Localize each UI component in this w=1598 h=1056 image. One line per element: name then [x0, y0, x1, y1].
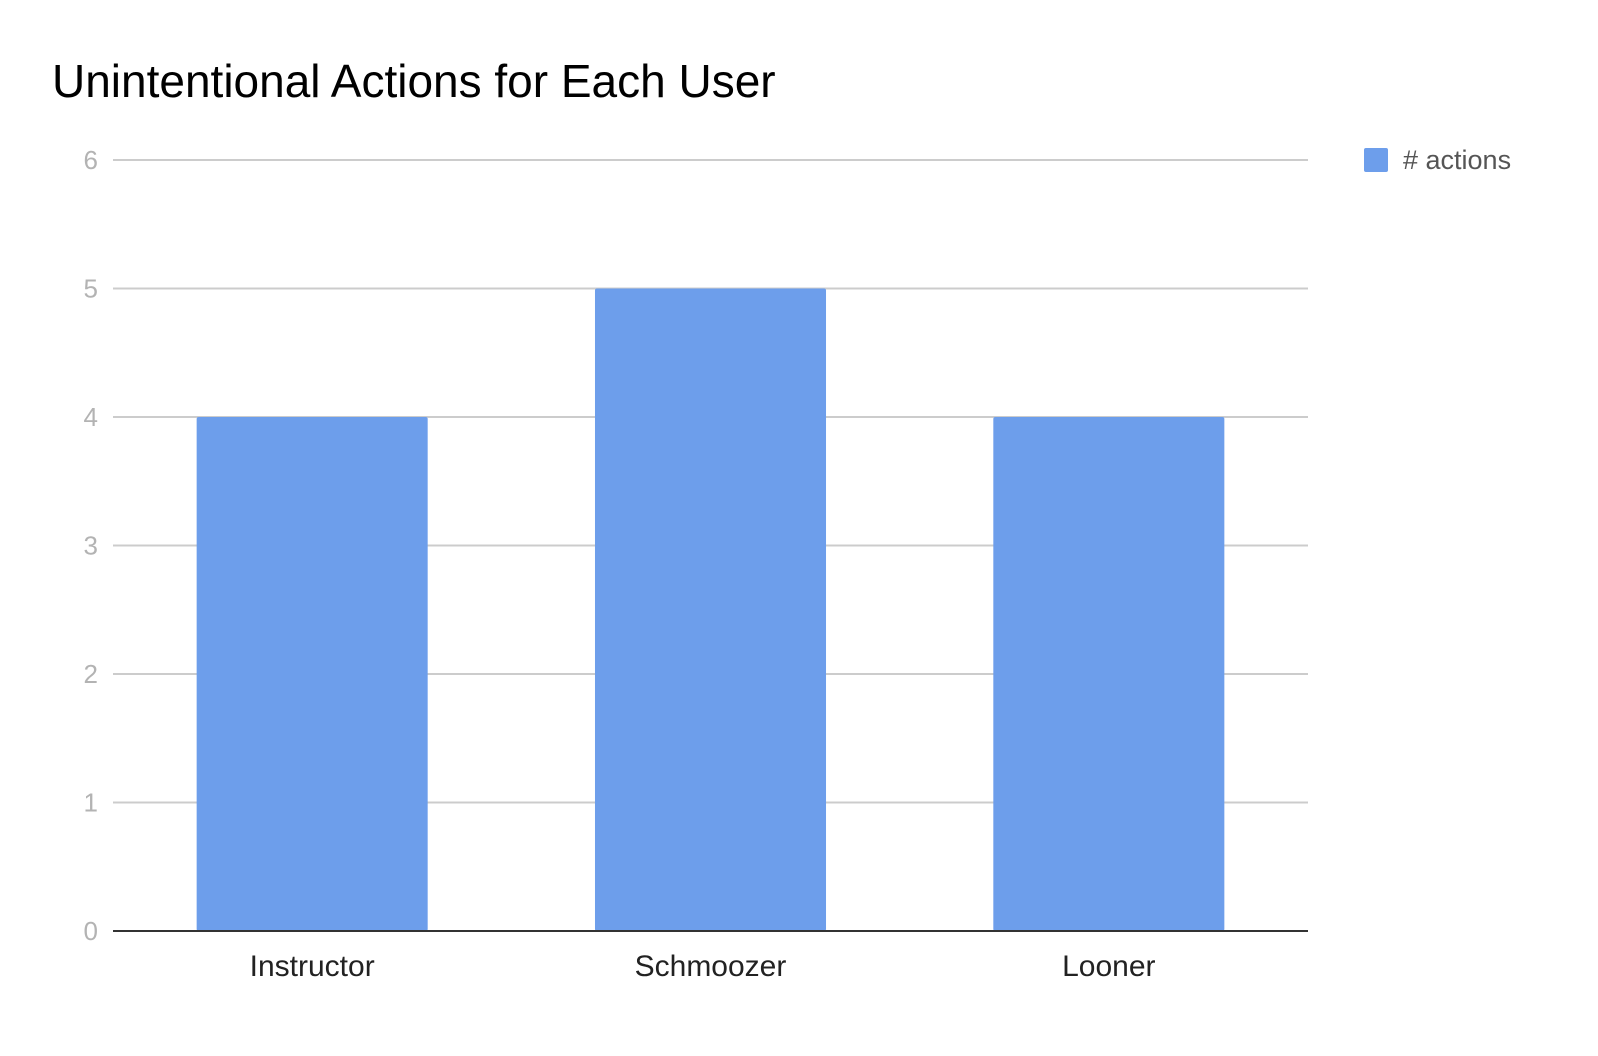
x-tick-label: Looner — [1062, 950, 1155, 983]
x-tick-label: Instructor — [250, 950, 375, 983]
legend-swatch — [1364, 148, 1388, 172]
y-tick-label: 4 — [84, 402, 98, 432]
y-tick-label: 2 — [84, 659, 98, 689]
y-tick-label: 3 — [84, 531, 98, 561]
x-axis-ticks: Instructor Schmoozer Looner — [250, 950, 1156, 983]
legend: # actions — [1364, 145, 1511, 175]
x-tick-label: Schmoozer — [635, 950, 787, 983]
chart-title: Unintentional Actions for Each User — [52, 55, 776, 107]
legend-label: # actions — [1403, 145, 1511, 175]
y-tick-label: 5 — [84, 274, 98, 304]
y-axis-ticks: 0 1 2 3 4 5 6 — [84, 145, 98, 946]
bar-looner — [993, 417, 1225, 931]
bars — [196, 288, 1225, 931]
y-tick-label: 1 — [84, 788, 98, 818]
y-tick-label: 0 — [84, 916, 98, 946]
bar-instructor — [196, 417, 428, 931]
bar-schmoozer — [594, 288, 827, 931]
y-tick-label: 6 — [84, 145, 98, 175]
